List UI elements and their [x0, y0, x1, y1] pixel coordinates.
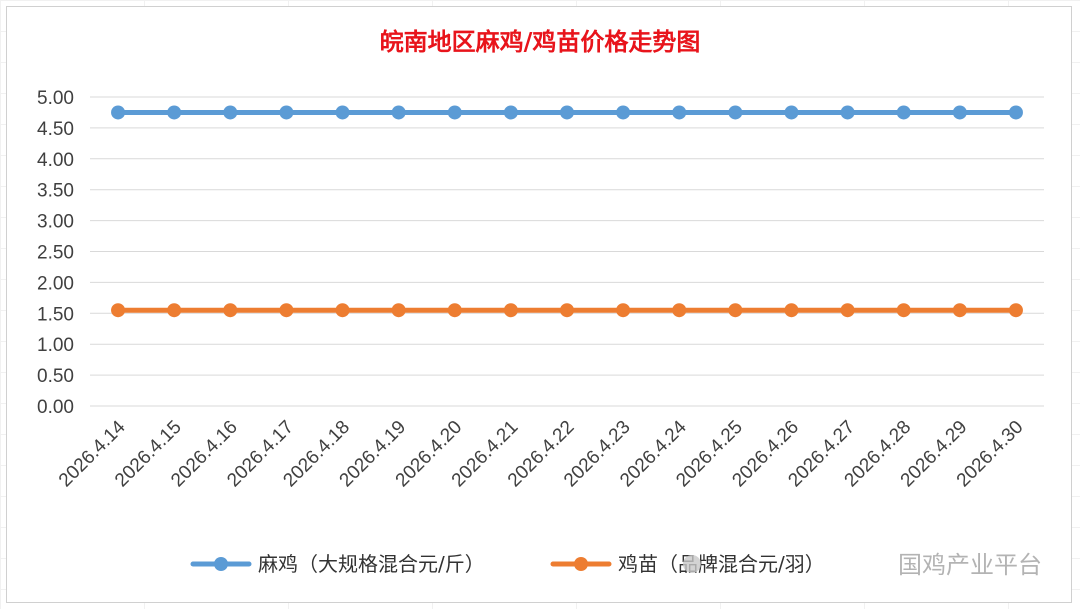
data-point	[111, 105, 126, 120]
wechat-logo-icon	[683, 555, 701, 573]
data-point	[447, 303, 462, 318]
data-point	[728, 303, 743, 318]
data-point	[896, 105, 911, 120]
y-tick-label: 2.00	[37, 273, 74, 294]
series-lines	[111, 105, 1023, 318]
data-point	[560, 303, 574, 318]
data-point	[952, 303, 967, 318]
data-point	[840, 303, 855, 318]
data-point	[167, 303, 182, 318]
legend-label: 鸡苗（品牌混合元/羽）	[618, 552, 825, 576]
data-point	[784, 303, 799, 318]
data-point	[616, 303, 631, 318]
data-point	[391, 105, 406, 120]
data-point	[391, 303, 406, 318]
y-tick-label: 4.00	[37, 150, 74, 171]
data-point	[1008, 105, 1023, 120]
data-point	[952, 105, 967, 120]
data-point	[616, 105, 631, 120]
data-point	[223, 105, 238, 120]
watermark: 国鸡产业平台	[683, 551, 1042, 579]
data-point	[111, 303, 126, 318]
y-tick-label: 0.50	[37, 366, 74, 387]
legend: 麻鸡（大规格混合元/斤） 鸡苗（品牌混合元/羽）	[190, 552, 825, 576]
data-point	[672, 303, 687, 318]
data-point	[167, 105, 182, 120]
gridlines	[90, 96, 1044, 407]
legend-dot-marker	[214, 557, 228, 571]
y-tick-label: 3.00	[37, 212, 74, 233]
y-tick-label: 5.00	[37, 88, 74, 109]
data-point	[335, 303, 350, 318]
data-point	[728, 105, 743, 120]
y-tick-label: 1.50	[37, 304, 74, 325]
data-point	[784, 105, 799, 120]
chart-title: 皖南地区麻鸡/鸡苗价格走势图	[380, 27, 701, 56]
data-point	[1008, 303, 1023, 318]
data-point	[335, 105, 350, 120]
data-point	[223, 303, 238, 318]
data-point	[279, 105, 294, 120]
data-point	[896, 303, 911, 318]
legend-dot-marker	[574, 557, 588, 571]
data-point	[560, 105, 574, 120]
y-axis-ticks: 0.00 0.50 1.00 1.50 2.00 2.50 3.00 3.50 4.00 4.50…	[37, 88, 74, 418]
y-tick-label: 3.50	[37, 181, 74, 202]
legend-label: 麻鸡（大规格混合元/斤）	[258, 552, 485, 576]
y-tick-label: 1.00	[37, 335, 74, 356]
data-point	[447, 105, 462, 120]
y-tick-label: 4.50	[37, 119, 74, 140]
data-point	[279, 303, 294, 318]
x-axis-ticks: 2026.4.142026.4.152026.4.162026.4.172026…	[55, 416, 1028, 491]
data-point	[503, 105, 518, 120]
y-tick-label: 2.50	[37, 243, 74, 264]
y-tick-label: 0.00	[37, 397, 74, 418]
watermark-text: 国鸡产业平台	[898, 551, 1042, 579]
data-point	[672, 105, 687, 120]
data-point	[503, 303, 518, 318]
chart-frame	[6, 6, 1072, 603]
data-point	[840, 105, 855, 120]
